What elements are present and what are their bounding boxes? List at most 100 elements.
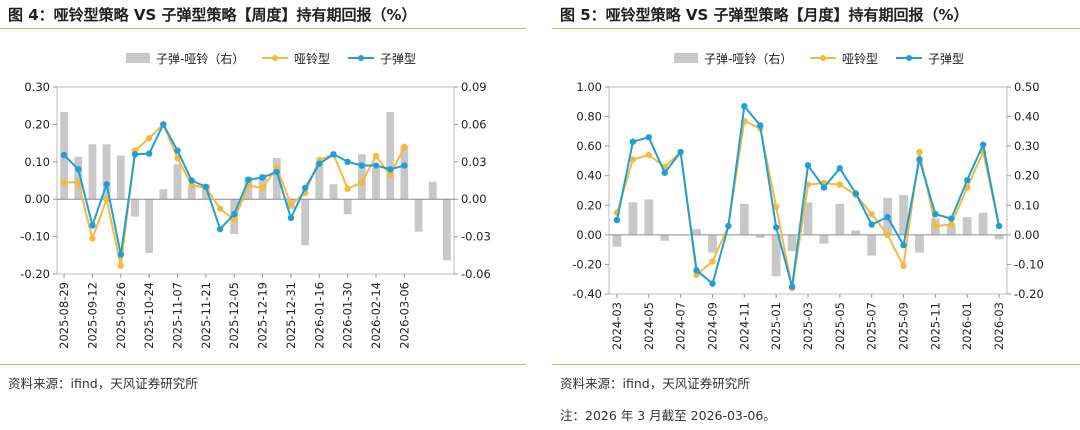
- legend-swatch-spread: [674, 53, 698, 63]
- spread-bar: [131, 199, 139, 217]
- bullet-point: [145, 150, 153, 157]
- spread-bar: [978, 212, 988, 235]
- barbell-point: [836, 181, 844, 188]
- y-left-tick-label: 0.60: [576, 139, 602, 153]
- bullet-point: [75, 166, 82, 173]
- barbell-point: [188, 181, 195, 189]
- bullet-point: [287, 214, 295, 222]
- barbell-point: [900, 262, 907, 270]
- barbell-point: [259, 184, 266, 192]
- bullet-point: [709, 280, 716, 287]
- y-right-tick-label: -0.10: [1014, 257, 1044, 271]
- spread-bar: [386, 111, 395, 200]
- spread-bar: [628, 202, 638, 235]
- weekly-chart: 子弹-哑铃（右） 哑铃型 子弹型 -0.20 -0.10 0.00 0.10 0.20 0.30…: [20, 51, 491, 349]
- bullet-point: [836, 165, 844, 172]
- weekly-chart-panel: 图 4：哑铃型策略 VS 子弹型策略【周度】持有期回报（%） 子弹-哑铃（右） 哑…: [0, 0, 526, 430]
- legend-label-barbell: 哑铃型: [294, 51, 330, 66]
- bullet-line: [616, 105, 1000, 288]
- x-tick-label: 2025-10-24: [142, 282, 156, 349]
- monthly-chart: 子弹-哑铃（右） 哑铃型 子弹型 -0.40 -0.20 0.00 0.20 0.40 0.60…: [572, 51, 1044, 350]
- x-tick-label: 2025-11: [928, 302, 942, 350]
- spread-bar: [201, 184, 210, 200]
- spread-bar: [443, 199, 451, 261]
- x-tick-label: 2024-11: [737, 302, 751, 350]
- spread-bar: [851, 230, 861, 235]
- bullet-point: [741, 103, 748, 110]
- y-right-tick-label: 0.40: [1014, 110, 1040, 124]
- barbell-point: [75, 179, 82, 186]
- y-right-tick-label: 0.03: [461, 155, 487, 169]
- x-tick-label: 2024-03: [610, 302, 624, 350]
- y-right-tick-label: 0.09: [461, 80, 487, 94]
- bullet-point: [401, 162, 408, 169]
- spread-bar: [272, 158, 281, 200]
- bullet-point: [330, 151, 337, 158]
- spread-bar: [145, 199, 154, 253]
- spread-bar: [708, 234, 717, 253]
- spread-bar: [400, 145, 409, 200]
- source-divider: [0, 364, 526, 365]
- x-tick-label: 2026-01-30: [341, 282, 355, 349]
- spread-bar: [755, 234, 765, 238]
- barbell-point: [358, 179, 366, 186]
- bullet-point: [693, 267, 700, 274]
- bullet-point: [613, 216, 621, 224]
- legend-swatch-spread: [126, 53, 150, 63]
- barbell-point: [89, 235, 96, 242]
- barbell-point: [216, 205, 224, 212]
- bullet-point: [788, 283, 796, 290]
- legend-label-spread: 子弹-哑铃（右）: [704, 51, 792, 66]
- spread-bar: [116, 155, 125, 200]
- source-note: 资料来源：ifind，天风证券研究所: [560, 376, 750, 391]
- spread-bar: [819, 234, 829, 244]
- spread-bar: [994, 234, 1004, 240]
- bullet-point: [216, 225, 224, 233]
- y-right-tick-label: 0.30: [1014, 139, 1040, 153]
- spread-bar: [74, 156, 83, 200]
- x-tick-label: 2025-12-19: [256, 282, 270, 349]
- bullet-point: [174, 147, 181, 154]
- bullet-point: [757, 122, 764, 129]
- x-tick-label: 2025-09: [897, 302, 911, 350]
- bullet-point: [273, 168, 280, 176]
- barbell-point: [948, 221, 955, 228]
- spread-bar: [787, 234, 797, 252]
- x-tick-label: 2024-09: [705, 302, 719, 350]
- bullet-point: [358, 162, 366, 169]
- bullet-point: [245, 176, 252, 183]
- y-left-tick-label: 0.10: [24, 155, 50, 169]
- y-right-tick-label: 0.06: [461, 117, 487, 131]
- footnote: 注：2026 年 3 月截至 2026-03-06。: [560, 408, 776, 423]
- y-left-tick-label: -0.20: [20, 267, 50, 281]
- spread-bar: [867, 234, 877, 256]
- legend-label-barbell: 哑铃型: [842, 51, 878, 66]
- spread-bar: [739, 203, 749, 235]
- spread-bar: [803, 202, 813, 235]
- y-left-tick-label: 0.30: [24, 80, 50, 94]
- y-right-tick-label: 0.10: [1014, 198, 1040, 212]
- bullet-point: [202, 183, 210, 191]
- bullet-point: [932, 210, 939, 218]
- barbell-point: [273, 164, 280, 171]
- bullet-point: [160, 121, 167, 128]
- bullet-point: [117, 251, 125, 258]
- y-left-tick-label: 1.00: [576, 80, 602, 94]
- spread-bar: [414, 199, 423, 232]
- legend-marker-barbell: [820, 55, 826, 61]
- barbell-point: [287, 201, 295, 209]
- bullet-point: [316, 160, 323, 167]
- spread-bar: [771, 234, 781, 277]
- bullet-point: [661, 169, 668, 176]
- legend-label-spread: 子弹-哑铃（右）: [156, 51, 244, 66]
- x-tick-label: 2025-12-31: [284, 282, 298, 349]
- bullet-point: [725, 222, 732, 230]
- chart-title: 图 4：哑铃型策略 VS 子弹型策略【周度】持有期回报（%）: [8, 6, 417, 24]
- barbell-point: [884, 231, 891, 239]
- barbell-point: [932, 222, 939, 230]
- bullet-point: [900, 242, 907, 249]
- x-tick-label: 2025-01: [769, 302, 783, 350]
- y-left-tick-label: 0.20: [576, 198, 602, 212]
- source-divider: [552, 364, 1080, 365]
- x-tick-label: 2025-09-12: [85, 282, 99, 349]
